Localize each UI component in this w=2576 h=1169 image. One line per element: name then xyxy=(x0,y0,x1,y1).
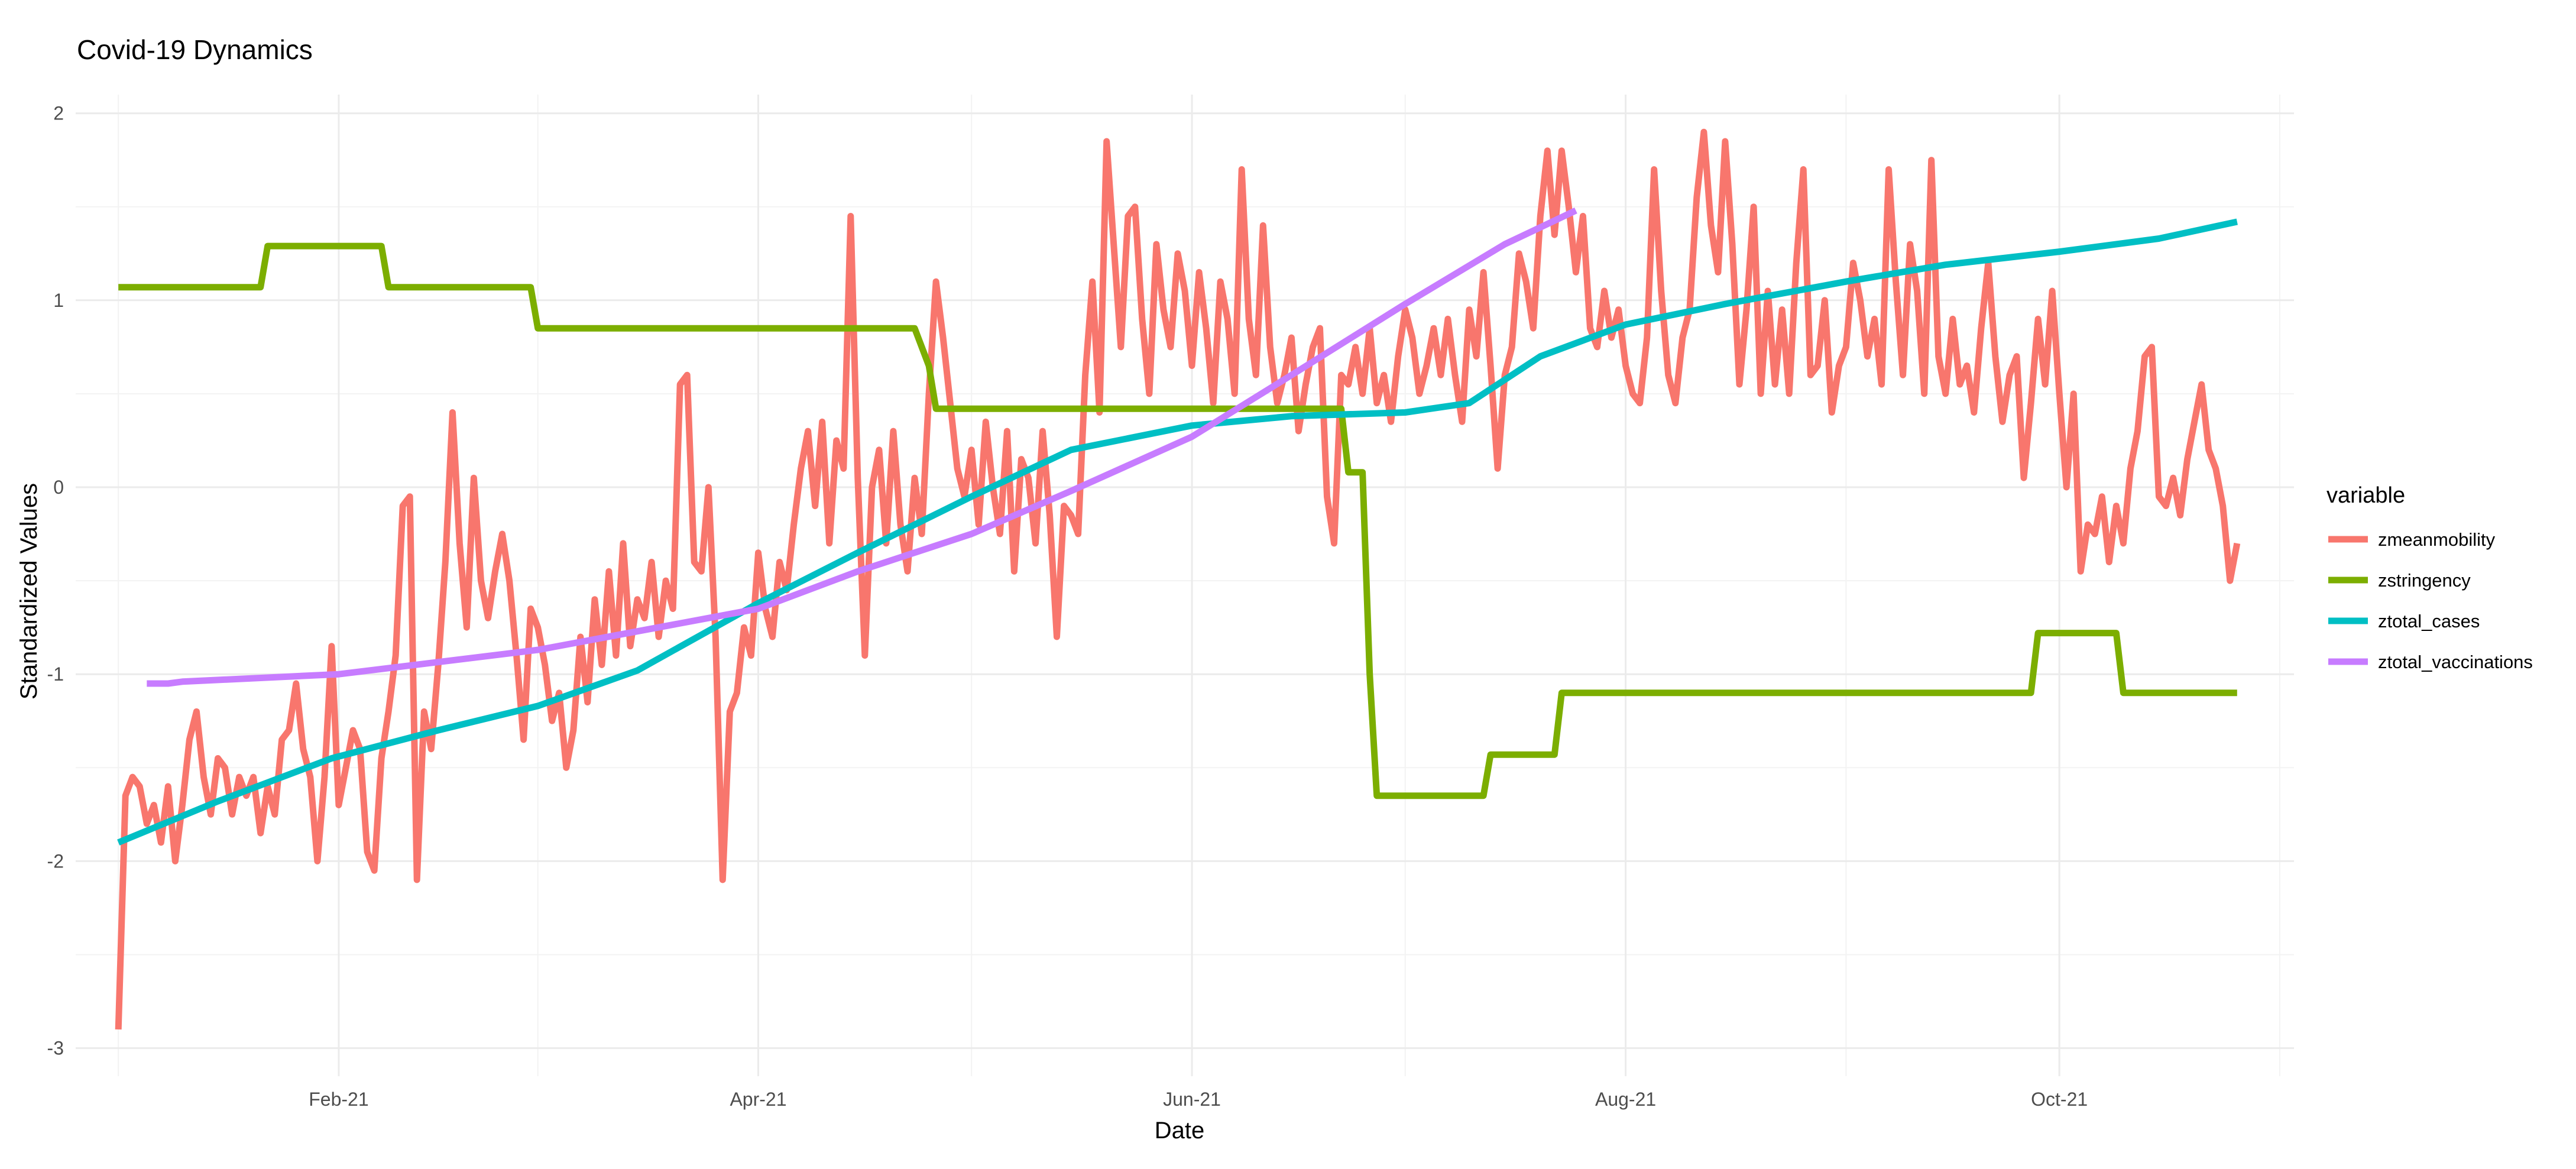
y-tick-label: -3 xyxy=(47,1038,64,1059)
legend: variable zmeanmobility zstringency ztotal_… xyxy=(2326,483,2533,672)
x-tick-label: Oct-21 xyxy=(2031,1089,2088,1110)
y-tick-label: -2 xyxy=(47,850,64,872)
y-tick-label: 0 xyxy=(53,477,64,498)
x-axis-ticks: Feb-21 Apr-21 Jun-21 Aug-21 Oct-21 xyxy=(309,1089,2088,1110)
series-line-ztotal-vaccinations xyxy=(147,208,1577,687)
x-tick-label: Feb-21 xyxy=(309,1089,368,1110)
x-tick-label: Apr-21 xyxy=(730,1089,786,1110)
x-tick-label: Jun-21 xyxy=(1163,1089,1221,1110)
legend-label-zmeanmobility: zmeanmobility xyxy=(2378,529,2496,550)
series-line-ztotal-cases xyxy=(117,218,2238,846)
legend-title: variable xyxy=(2326,483,2405,508)
chart-title: Covid-19 Dynamics xyxy=(77,34,313,65)
series-line-zstringency xyxy=(118,242,2237,799)
grid-lines xyxy=(76,95,2294,1076)
y-tick-label: 2 xyxy=(53,103,64,124)
x-tick-label: Aug-21 xyxy=(1595,1089,1656,1110)
y-tick-label: 1 xyxy=(53,290,64,311)
series-lines xyxy=(115,128,2241,1030)
legend-label-ztotal-vaccinations: ztotal_vaccinations xyxy=(2378,652,2533,672)
y-tick-label: -1 xyxy=(47,663,64,685)
legend-label-ztotal-cases: ztotal_cases xyxy=(2378,611,2480,632)
legend-label-zstringency: zstringency xyxy=(2378,570,2471,591)
series-line-zmeanmobility xyxy=(115,128,2241,1030)
x-axis-title: Date xyxy=(1155,1118,1205,1144)
legend-items: zmeanmobility zstringency ztotal_casesztot… xyxy=(2328,529,2533,672)
y-axis-ticks: -3 -2 -1 0 1 2 xyxy=(47,103,64,1059)
y-axis-title: Standardized Values xyxy=(16,483,42,700)
